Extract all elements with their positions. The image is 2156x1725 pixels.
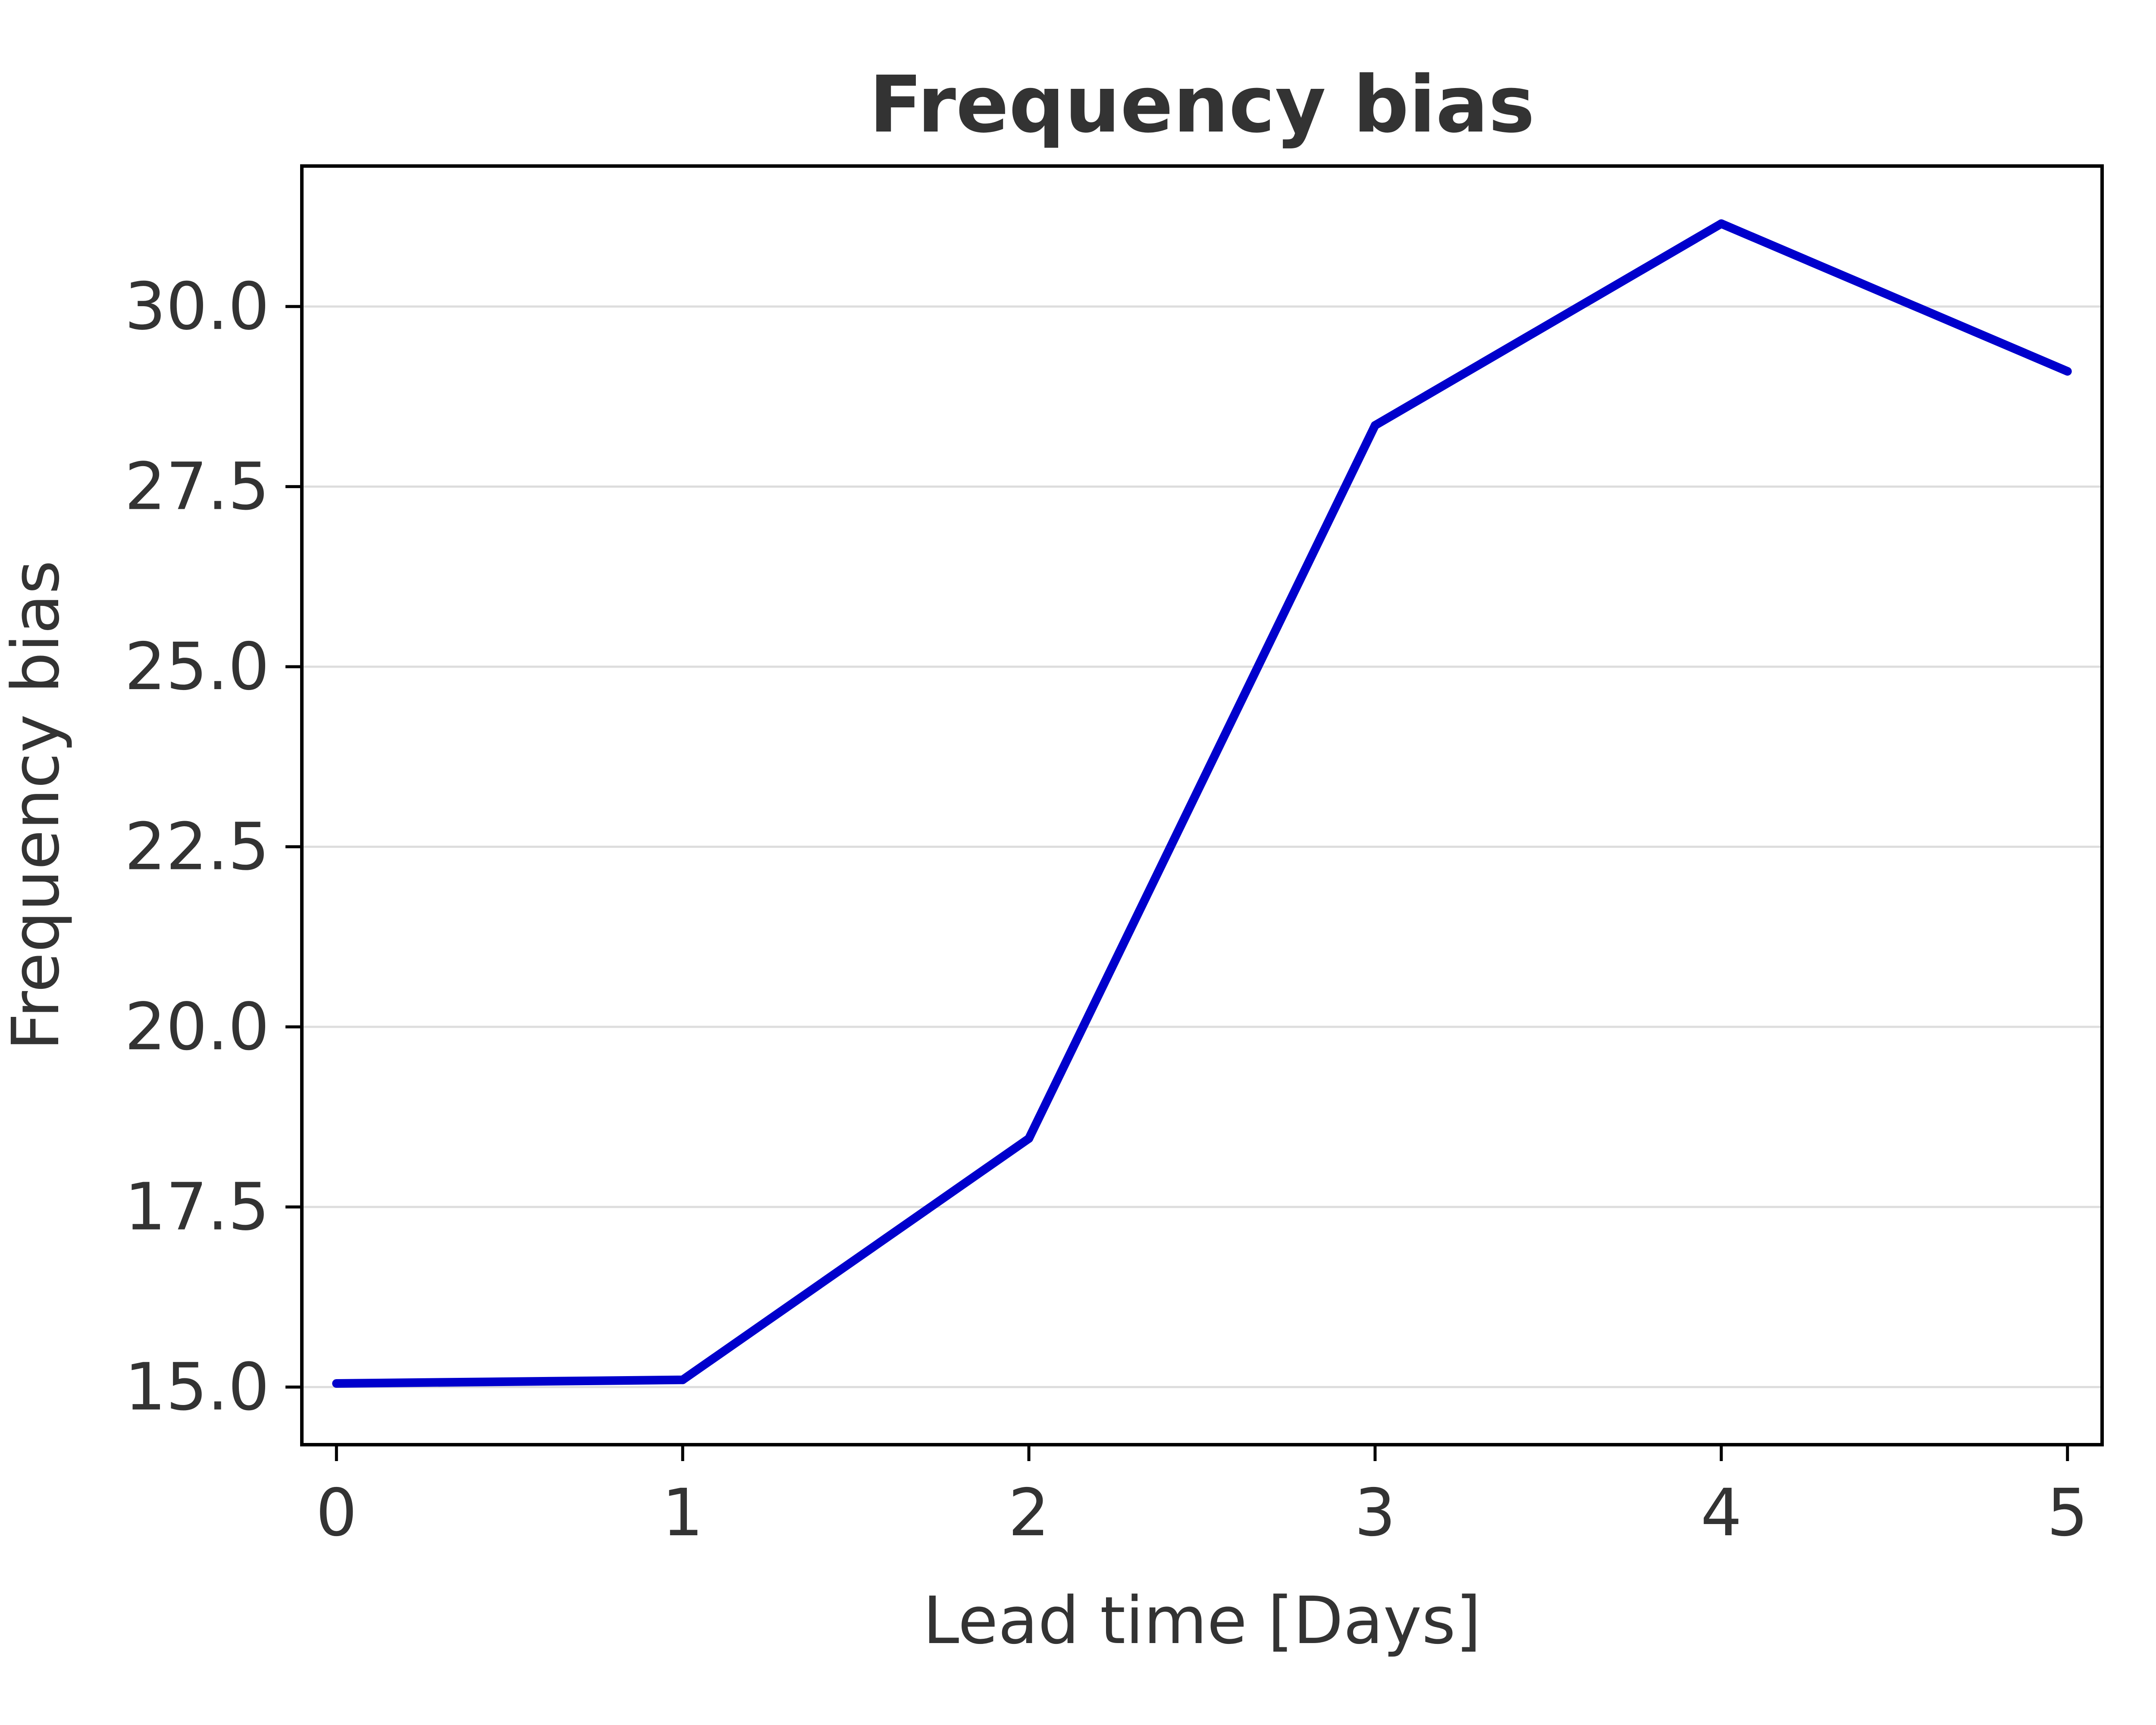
x-tick-label: 0 [316, 1475, 357, 1551]
y-tick-label: 27.5 [125, 448, 270, 524]
y-tick-label: 25.0 [125, 629, 270, 705]
grid-lines [302, 305, 2102, 1388]
data-point [1717, 219, 1726, 228]
series-layer [332, 219, 2072, 1388]
x-axis-label: Lead time [Days] [923, 1583, 1481, 1659]
data-point [678, 1375, 687, 1384]
y-axis-label: Frequency bias [0, 560, 74, 1051]
y-tick-label: 22.5 [125, 809, 270, 885]
y-tick-label: 20.0 [125, 989, 270, 1065]
data-point [332, 1379, 341, 1388]
plot-frame [300, 164, 2104, 1446]
data-point [1025, 1134, 1034, 1143]
x-tick-label: 4 [1701, 1475, 1742, 1551]
y-tick-label: 15.0 [125, 1349, 270, 1425]
data-point [2063, 367, 2072, 376]
x-tick-label: 1 [662, 1475, 703, 1551]
series-line [336, 219, 2069, 1388]
data-point [1370, 421, 1379, 430]
x-tick-label: 2 [1008, 1475, 1050, 1551]
y-axis-ticks: 15.0 17.5 20.0 22.5 25.0 27.5 30.0 [125, 269, 302, 1425]
x-tick-label: 3 [1354, 1475, 1396, 1551]
y-tick-label: 17.5 [125, 1169, 270, 1245]
chart-title: Frequency bias [869, 59, 1535, 150]
y-tick-label: 30.0 [125, 269, 270, 345]
x-axis-ticks: 0 1 2 3 4 5 [316, 1445, 2088, 1551]
x-tick-label: 5 [2047, 1475, 2088, 1551]
